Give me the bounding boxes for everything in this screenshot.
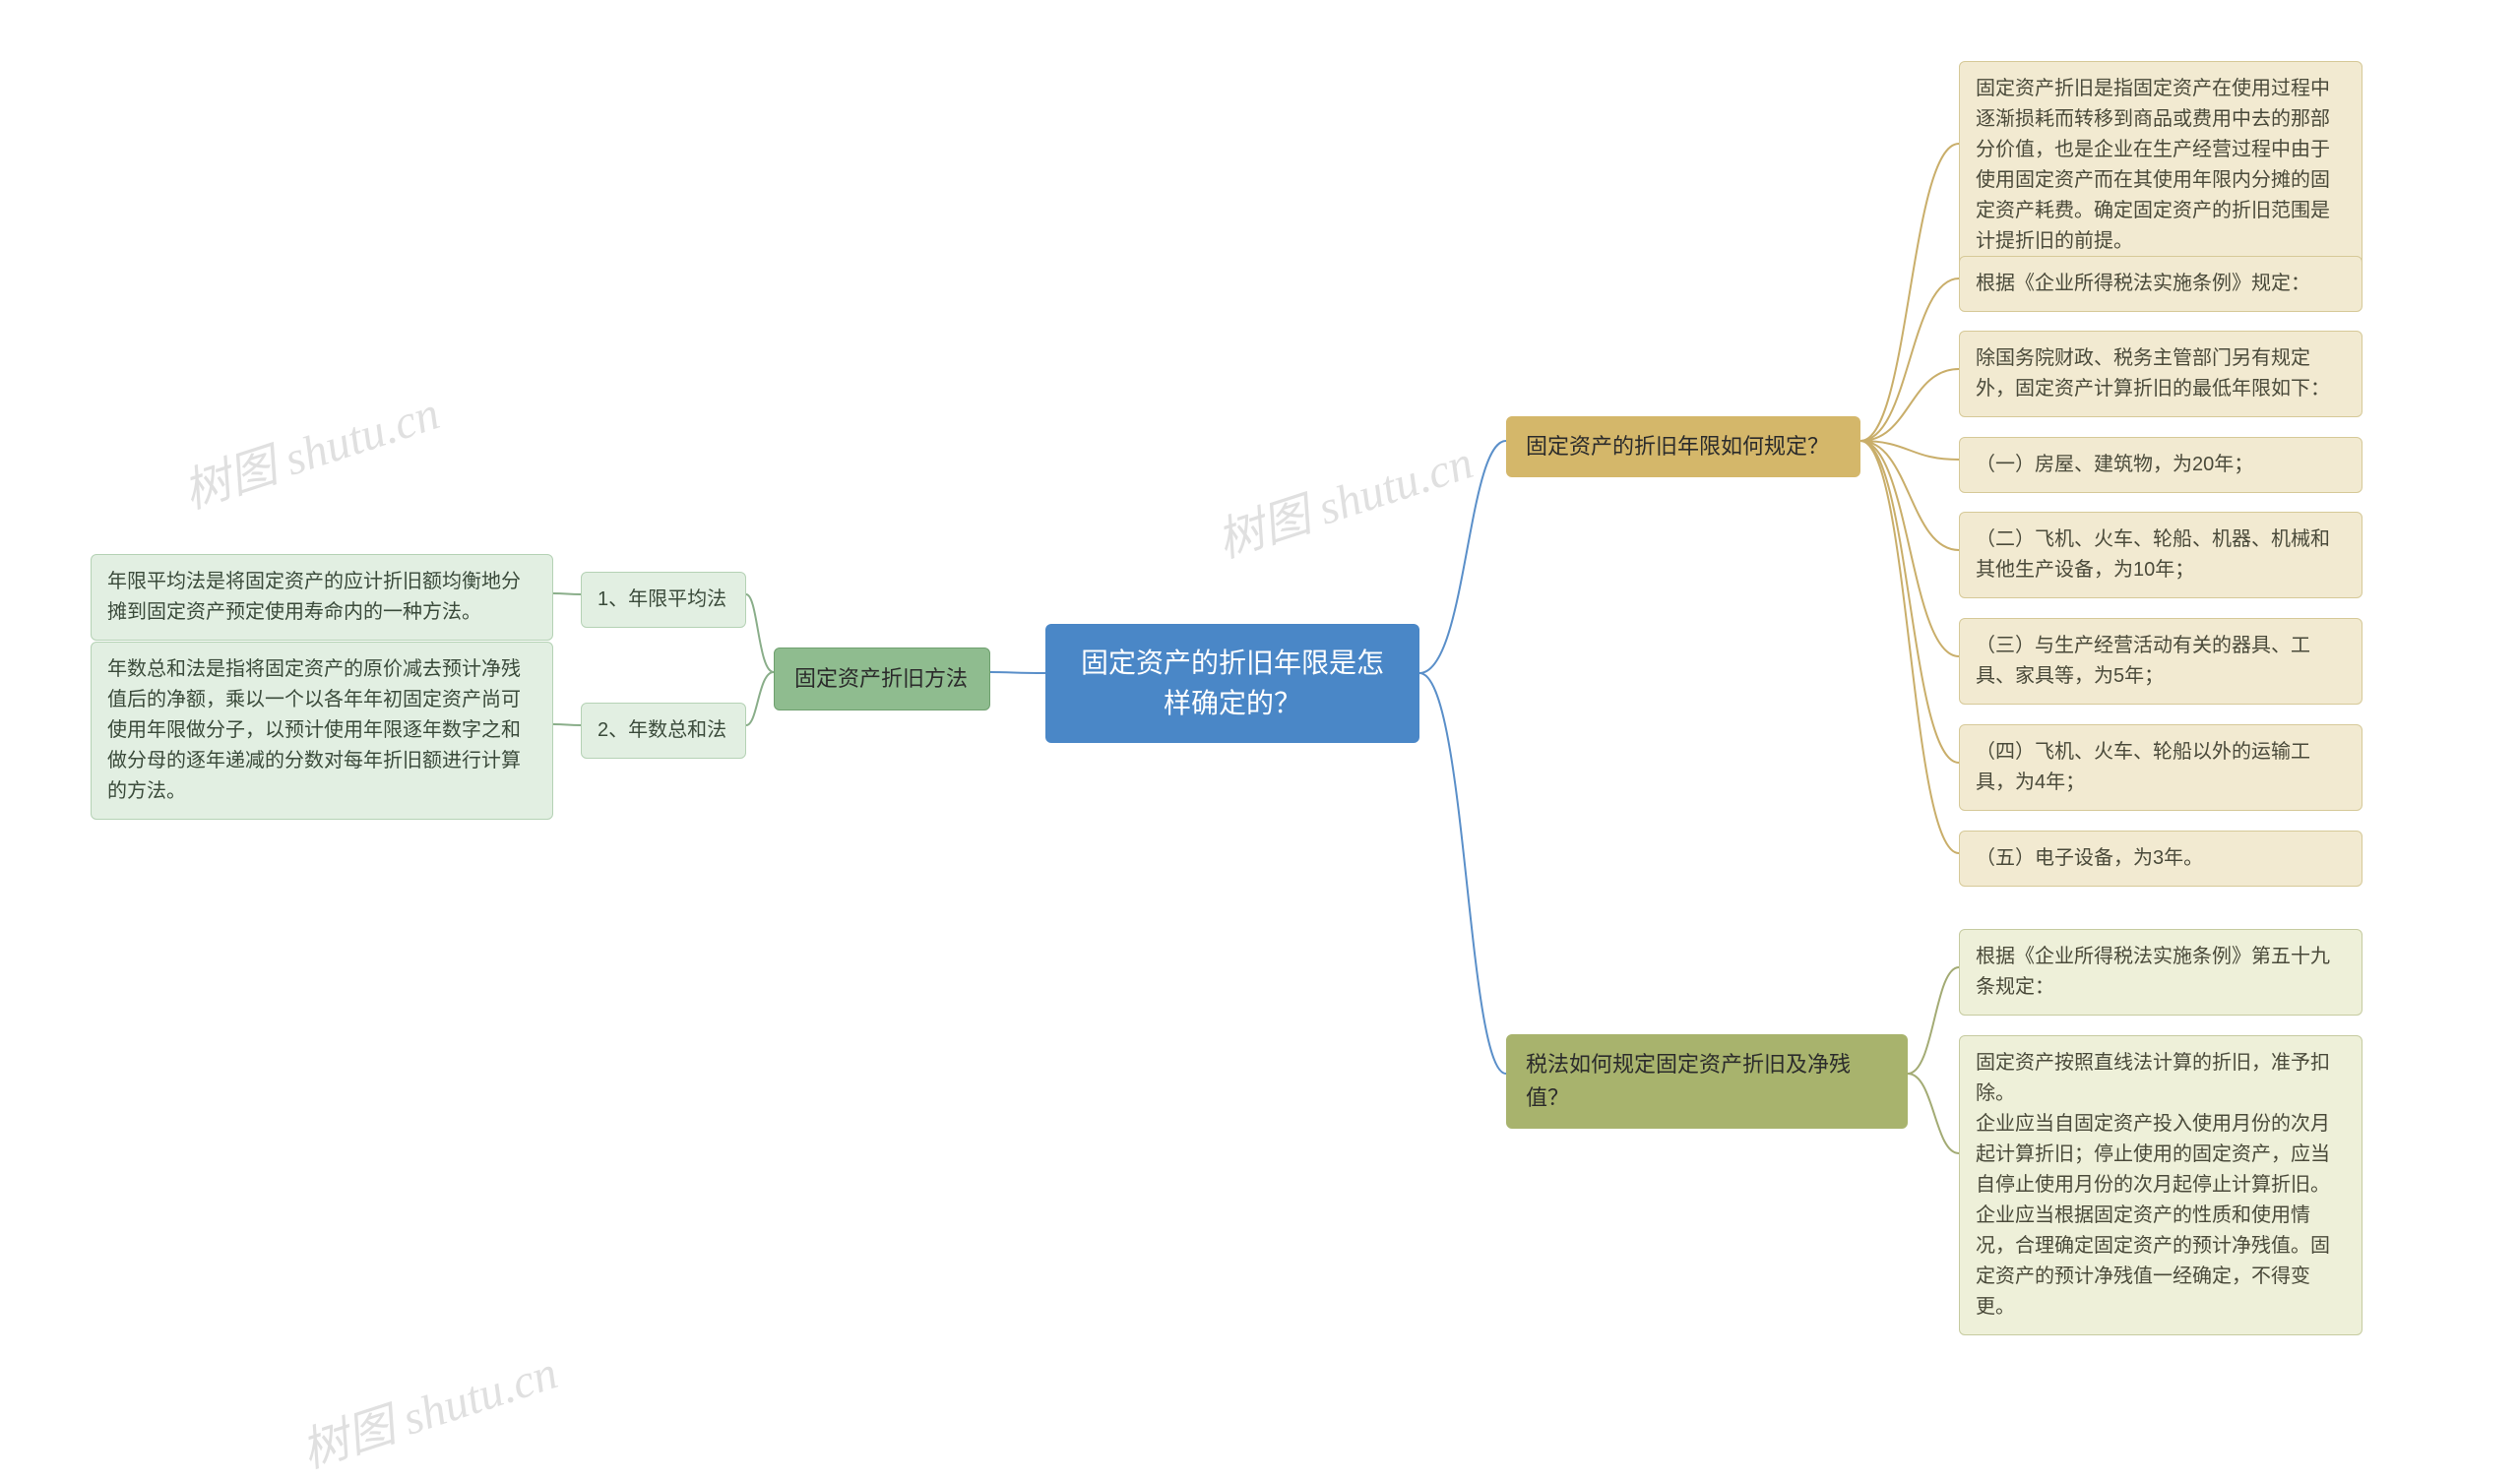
root-node: 固定资产的折旧年限是怎 样确定的？ <box>1045 624 1419 743</box>
leaf-l1-0: 年限平均法是将固定资产的应计折旧额均衡地分摊到固定资产预定使用寿命内的一种方法。 <box>91 554 553 641</box>
leaf-r2-0: 根据《企业所得税法实施条例》第五十九条规定： <box>1959 929 2362 1016</box>
mid-l1-0: 1、年限平均法 <box>581 572 746 628</box>
mid-l1-1: 2、年数总和法 <box>581 703 746 759</box>
leaf-r1-6: （四）飞机、火车、轮船以外的运输工具，为4年； <box>1959 724 2362 811</box>
leaf-r1-2: 除国务院财政、税务主管部门另有规定外，固定资产计算折旧的最低年限如下： <box>1959 331 2362 417</box>
leaf-r1-7: （五）电子设备，为3年。 <box>1959 831 2362 887</box>
watermark: 树图 shutu.cn <box>173 374 447 522</box>
branch-right-2: 税法如何规定固定资产折旧及净残值？ <box>1506 1034 1908 1129</box>
watermark: 树图 shutu.cn <box>1207 423 1480 571</box>
watermark: 树图 shutu.cn <box>291 1333 565 1481</box>
branch-left-1: 固定资产折旧方法 <box>774 648 990 710</box>
leaf-r2-1: 固定资产按照直线法计算的折旧，准予扣除。 企业应当自固定资产投入使用月份的次月起… <box>1959 1035 2362 1335</box>
root-line2: 样确定的？ <box>1073 684 1392 724</box>
leaf-r1-3: （一）房屋、建筑物，为20年； <box>1959 437 2362 493</box>
leaf-l1-1: 年数总和法是指将固定资产的原价减去预计净残值后的净额，乘以一个以各年年初固定资产… <box>91 642 553 820</box>
branch-right-1: 固定资产的折旧年限如何规定？ <box>1506 416 1860 477</box>
leaf-r1-4: （二）飞机、火车、轮船、机器、机械和其他生产设备，为10年； <box>1959 512 2362 598</box>
leaf-r1-5: （三）与生产经营活动有关的器具、工具、家具等，为5年； <box>1959 618 2362 705</box>
leaf-r1-0: 固定资产折旧是指固定资产在使用过程中逐渐损耗而转移到商品或费用中去的那部分价值，… <box>1959 61 2362 270</box>
root-line1: 固定资产的折旧年限是怎 <box>1073 644 1392 684</box>
leaf-r1-1: 根据《企业所得税法实施条例》规定： <box>1959 256 2362 312</box>
